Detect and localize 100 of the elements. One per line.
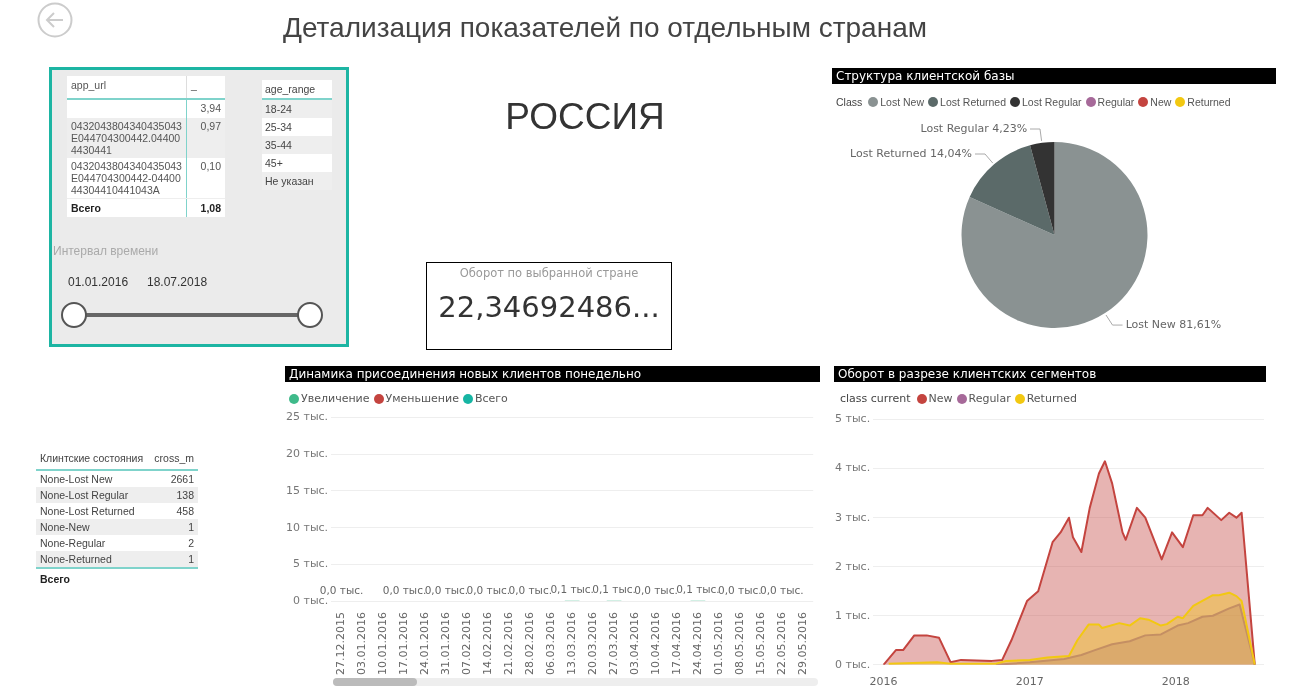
legend-label: New <box>1150 96 1172 108</box>
data-label: 138 <box>176 489 195 501</box>
text: 1,08 <box>199 201 222 216</box>
legend-label: Regular <box>1097 96 1135 108</box>
data-label: 0,0 тыс. <box>718 583 762 596</box>
x-tick-label: 06.03.2016 <box>544 612 558 675</box>
category-label: None-New <box>39 521 91 533</box>
text: Всего <box>67 199 187 217</box>
y-tick-label: 4 тыс. <box>834 461 871 475</box>
data-label: 0,97 <box>199 119 222 134</box>
category-label: 25-34 <box>262 118 332 136</box>
text: age_range <box>262 80 332 100</box>
x-tick-label: 29.05.2016 <box>795 612 809 675</box>
legend-label: Regular <box>968 392 1011 405</box>
category-label: 45+ <box>262 154 332 172</box>
data-label: 0,1 тыс. <box>592 582 636 595</box>
category-label: Не указан <box>262 172 332 190</box>
text: Клинтские состояния <box>39 452 145 464</box>
category-label: Lost Returned 14,04% <box>850 146 972 160</box>
legend-label: Returned <box>1187 96 1231 108</box>
x-tick-label: 24.01.2016 <box>418 612 432 675</box>
x-tick-label: 17.01.2016 <box>397 612 411 675</box>
category-label: None-Regular <box>39 537 107 549</box>
x-tick-label: 22.05.2016 <box>774 612 788 675</box>
data-label: 1 <box>188 553 195 565</box>
legend-title: class current <box>840 392 911 405</box>
legend-label: Lost Regular <box>1022 96 1082 108</box>
text: cross_m <box>154 452 195 464</box>
x-tick-label: 03.04.2016 <box>627 612 641 675</box>
x-tick-label: 03.01.2016 <box>355 612 369 675</box>
chart-title: Структура клиентской базы <box>832 68 1276 84</box>
data-label: 1 <box>188 521 195 533</box>
category-label: None-Lost New <box>39 473 114 485</box>
legend-label: New <box>928 392 953 405</box>
x-tick-label: 2016 <box>869 675 898 689</box>
y-tick-label: 25 тыс. <box>285 410 329 424</box>
x-tick-label: 27.12.2015 <box>334 612 348 675</box>
y-tick-label: 15 тыс. <box>285 483 329 497</box>
x-tick-label: 27.03.2016 <box>606 612 620 675</box>
text: Оборот по выбранной стране <box>458 266 640 280</box>
text: Всего <box>36 567 198 589</box>
legend-label: Lost New <box>880 96 925 108</box>
data-label: 0,1 тыс. <box>550 582 594 595</box>
category-label: 18-24 <box>262 100 332 118</box>
data-label: 0,1 тыс. <box>676 582 720 595</box>
category-label: Lost New 81,61% <box>1125 317 1222 331</box>
x-tick-label: 14.02.2016 <box>481 612 495 675</box>
data-label: 458 <box>176 505 195 517</box>
y-tick-label: 3 тыс. <box>834 510 871 524</box>
text: Интервал времени <box>53 244 160 258</box>
data-label: 0,0 тыс. <box>759 583 804 596</box>
chart-title: Динамика присоединения новых клиентов понедельно <box>285 366 820 382</box>
x-tick-label: 01.05.2016 <box>711 612 725 675</box>
data-label: 0,10 <box>199 159 222 174</box>
legend-title: Class <box>836 96 863 108</box>
category-label: 35-44 <box>262 136 332 154</box>
legend-label: Уменьшение <box>385 392 459 405</box>
x-tick-label: 24.04.2016 <box>690 612 704 675</box>
category-label: Lost Regular 4,23% <box>920 121 1028 135</box>
data-label: 2 <box>188 537 195 549</box>
data-label: 2661 <box>170 473 195 485</box>
data-label: 0,0 тыс. <box>382 583 427 596</box>
legend-label: Lost Returned <box>940 96 1007 108</box>
y-tick-label: 5 тыс. <box>834 412 871 426</box>
x-tick-label: 10.01.2016 <box>376 612 390 675</box>
text: 01.01.2016 <box>68 275 129 289</box>
category-label: 0432043804340435043E044704300442-0440044304410441043A <box>67 158 187 198</box>
y-tick-label: 1 тыс. <box>834 608 871 622</box>
x-tick-label: 20.03.2016 <box>585 612 599 675</box>
x-tick-label: 2017 <box>1015 675 1044 689</box>
y-tick-label: 2 тыс. <box>834 559 871 573</box>
text: 18.07.2018 <box>147 275 208 289</box>
y-tick-label: 20 тыс. <box>285 447 329 461</box>
x-tick-label: 28.02.2016 <box>523 612 537 675</box>
legend-label: Увеличение <box>301 392 370 405</box>
text: РОССИЯ <box>504 96 666 138</box>
x-tick-label: 31.01.2016 <box>439 612 453 675</box>
data-label: 0,0 тыс. <box>319 583 364 596</box>
text: app_url <box>67 76 187 98</box>
category-label: 0432043804340435043E044704300442.044004430441 <box>67 118 187 158</box>
x-tick-label: 07.02.2016 <box>460 612 474 675</box>
x-tick-label: 13.03.2016 <box>565 612 579 675</box>
y-tick-label: 5 тыс. <box>292 557 329 571</box>
category-label: None-Returned <box>39 553 113 565</box>
x-tick-label: 10.04.2016 <box>648 612 662 675</box>
legend-label: Returned <box>1026 392 1077 405</box>
x-tick-label: 15.05.2016 <box>753 612 767 675</box>
y-tick-label: 10 тыс. <box>285 520 329 534</box>
x-tick-label: 17.04.2016 <box>669 612 683 675</box>
category-label: None-Lost Regular <box>39 489 130 501</box>
category-label: None-Lost Returned <box>39 505 136 517</box>
x-tick-label: 2018 <box>1161 675 1190 689</box>
text: Детализация показателей по отдельным странам <box>282 12 928 44</box>
chart-title: Оборот в разрезе клиентских сегментов <box>834 366 1266 382</box>
text: 22,34692486... <box>437 290 661 324</box>
text: _ <box>190 78 198 93</box>
data-label: 0,0 тыс. <box>634 583 678 596</box>
data-label: 3,94 <box>199 101 222 116</box>
x-tick-label: 08.05.2016 <box>732 612 746 675</box>
x-tick-label: 21.02.2016 <box>502 612 516 675</box>
